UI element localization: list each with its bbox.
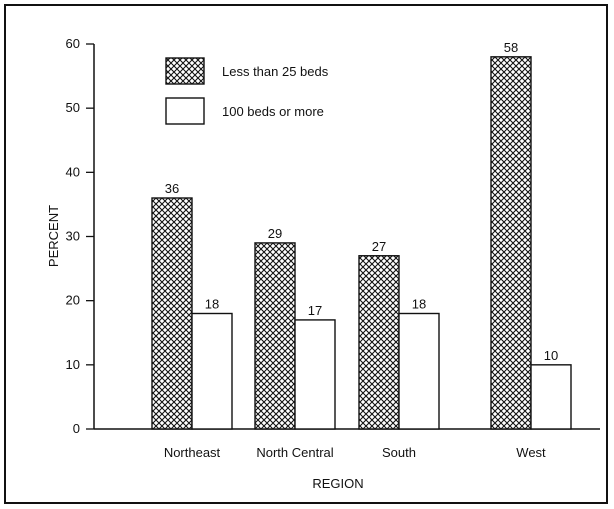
x-category-label: South — [382, 445, 416, 460]
data-label: 27 — [372, 239, 386, 254]
bars: 36 18 Northeast 29 17 North Central 27 18 South 5… — [151, 40, 572, 460]
bar — [490, 56, 532, 430]
legend: Less than 25 beds 100 beds or more — [165, 57, 329, 125]
bar — [151, 197, 193, 430]
y-tick-label: 30 — [66, 229, 80, 244]
x-category-label: North Central — [256, 445, 333, 460]
y-tick-label: 50 — [66, 100, 80, 115]
data-label: 18 — [412, 297, 426, 312]
legend-label: 100 beds or more — [222, 104, 324, 119]
bar — [191, 312, 233, 430]
data-label: 58 — [504, 40, 518, 55]
x-axis-title: REGION — [312, 476, 363, 491]
data-label: 17 — [308, 303, 322, 318]
bar — [398, 312, 440, 430]
x-category-label: Northeast — [164, 445, 221, 460]
data-label: 36 — [165, 181, 179, 196]
bar — [358, 255, 400, 430]
y-tick-label: 0 — [73, 421, 80, 436]
legend-swatch — [165, 57, 205, 85]
y-axis-title: PERCENT — [46, 205, 61, 267]
bar — [294, 319, 336, 430]
data-label: 18 — [205, 297, 219, 312]
data-label: 10 — [544, 348, 558, 363]
bar — [530, 364, 572, 430]
y-tick-label: 60 — [66, 36, 80, 51]
legend-label: Less than 25 beds — [222, 64, 329, 79]
bar-chart: 0 10 20 30 40 50 60 36 18 Northeast 29 17 North Cen… — [46, 36, 600, 491]
data-label: 29 — [268, 226, 282, 241]
legend-swatch — [165, 97, 205, 125]
x-category-label: West — [516, 445, 546, 460]
y-tick-label: 10 — [66, 357, 80, 372]
y-tick-label: 20 — [66, 293, 80, 308]
bar — [254, 242, 296, 430]
y-tick-label: 40 — [66, 164, 80, 179]
chart-frame: 0 10 20 30 40 50 60 36 18 Northeast 29 17 North Cen… — [4, 4, 608, 504]
